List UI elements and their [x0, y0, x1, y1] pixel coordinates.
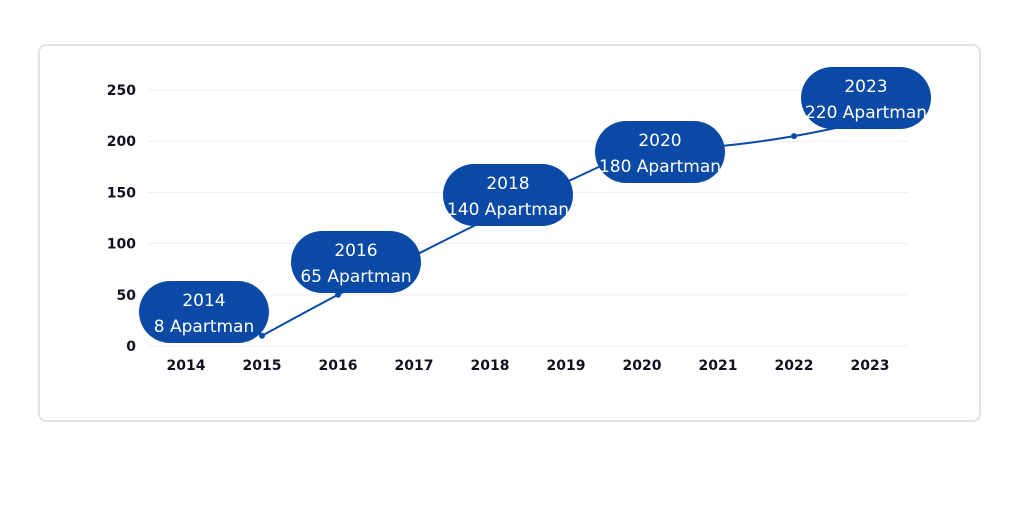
y-axis-ticks: 0 50 100 150 200 250: [107, 83, 136, 355]
annotation-bubbles: 2014 8 Apartman 2016 65 Apartman 2018 140 Apa…: [139, 67, 931, 343]
x-tick-label: 2014: [167, 358, 206, 374]
y-tick-label: 250: [107, 83, 136, 99]
y-tick-label: 50: [117, 288, 137, 304]
x-tick-label: 2019: [547, 358, 586, 374]
x-tick-label: 2017: [395, 358, 434, 374]
x-tick-label: 2022: [775, 358, 814, 374]
annotation-bubble: 2020 180 Apartman: [595, 121, 725, 183]
bubble-label: 140 Apartman: [447, 200, 569, 220]
bubble-shape: [443, 164, 573, 226]
data-point[interactable]: [259, 332, 265, 339]
x-tick-label: 2018: [471, 358, 510, 374]
grid-lines: [148, 89, 908, 347]
series-line: [259, 117, 873, 339]
annotation-bubble: 2023 220 Apartman: [801, 67, 931, 129]
x-tick-label: 2015: [243, 358, 282, 374]
annotation-bubble: 2014 8 Apartman: [139, 281, 269, 343]
y-tick-label: 0: [126, 339, 136, 355]
bubble-label: 220 Apartman: [805, 103, 927, 123]
bubble-year: 2014: [182, 291, 225, 311]
bubble-shape: [291, 231, 421, 293]
bubble-label: 180 Apartman: [599, 157, 721, 177]
y-tick-label: 200: [107, 134, 136, 150]
bubble-shape: [595, 121, 725, 183]
x-tick-label: 2016: [319, 358, 358, 374]
bubble-year: 2020: [638, 131, 681, 151]
annotation-bubble: 2018 140 Apartman: [443, 164, 573, 226]
bubble-label: 8 Apartman: [154, 317, 254, 337]
series-path: [261, 119, 871, 337]
x-axis-ticks: 2014 2015 2016 2017 2018 2019 2020 2021 2022 2023: [167, 358, 890, 374]
bubble-label: 65 Apartman: [300, 267, 411, 287]
bubble-shape: [801, 67, 931, 129]
data-point[interactable]: [335, 291, 341, 298]
bubble-year: 2016: [334, 241, 377, 261]
y-tick-label: 100: [107, 237, 136, 253]
x-tick-label: 2021: [699, 358, 738, 374]
annotation-bubble: 2016 65 Apartman: [291, 231, 421, 293]
bubble-year: 2023: [844, 77, 887, 97]
data-point[interactable]: [791, 133, 797, 140]
x-tick-label: 2023: [851, 358, 890, 374]
bubble-year: 2018: [486, 174, 529, 194]
x-tick-label: 2020: [623, 358, 662, 374]
bubble-shape: [139, 281, 269, 343]
y-tick-label: 150: [107, 185, 136, 201]
